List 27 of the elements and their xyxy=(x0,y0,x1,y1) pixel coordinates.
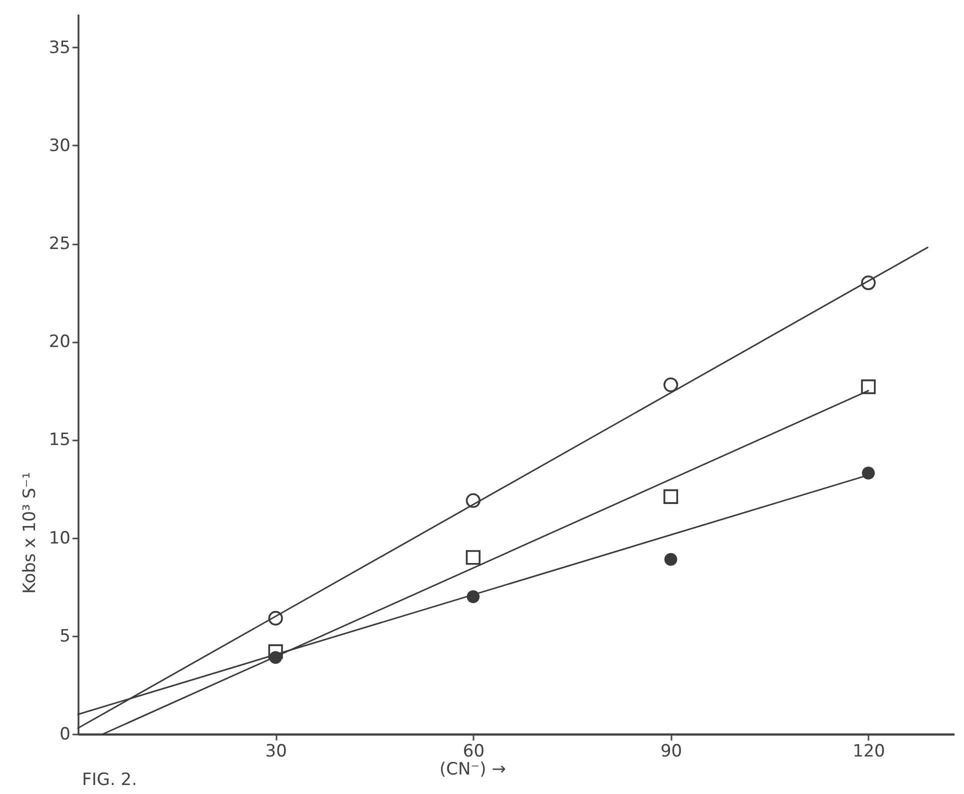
y-tick-label: 5 xyxy=(60,626,70,646)
point xyxy=(663,489,678,504)
y-axis-title: Kobs x 10³ S⁻¹ xyxy=(20,472,40,594)
point xyxy=(466,550,481,565)
point xyxy=(862,466,875,480)
y-tick-label: 30 xyxy=(48,136,70,156)
y-tick-label: 35 xyxy=(48,38,70,58)
x-tick-label: 120 xyxy=(852,742,886,762)
y-tick-label: 25 xyxy=(48,234,70,254)
x-tick-label: 90 xyxy=(660,742,682,762)
point xyxy=(268,644,283,659)
y-tick-label: 0 xyxy=(60,724,70,744)
x-axis-title: (CN⁻) → xyxy=(439,760,506,780)
x-tick-label: 60 xyxy=(462,742,485,762)
point xyxy=(268,610,283,626)
y-tick-label: 10 xyxy=(48,528,70,548)
x-tick-label: 30 xyxy=(265,742,287,762)
caption: FIG. 2. xyxy=(82,770,137,790)
point xyxy=(663,377,678,392)
point xyxy=(861,275,876,290)
point xyxy=(269,651,282,664)
point xyxy=(664,552,678,566)
point xyxy=(466,493,481,508)
y-tick-label: 20 xyxy=(48,332,70,352)
y-tick-label: 15 xyxy=(48,430,70,450)
point xyxy=(861,379,876,394)
point xyxy=(466,590,480,604)
